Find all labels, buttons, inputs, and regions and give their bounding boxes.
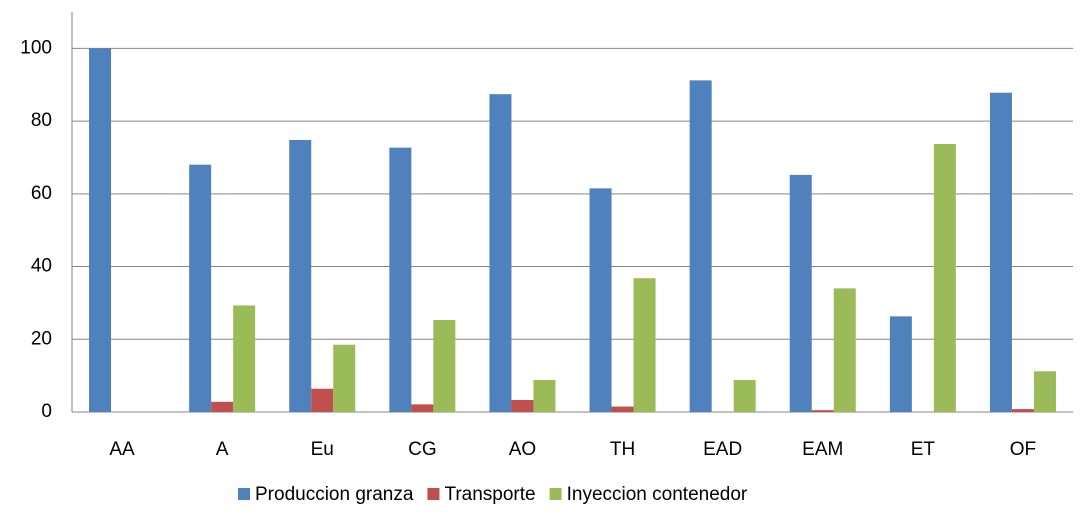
legend-swatch [238, 488, 250, 500]
bar [311, 388, 334, 412]
x-tick-label: TH [610, 439, 635, 460]
bar [833, 288, 856, 412]
bar [933, 144, 956, 412]
bar [489, 94, 512, 412]
y-tick-label: 0 [41, 401, 52, 422]
x-tick-label: CG [408, 439, 437, 460]
y-tick-label: 20 [31, 328, 52, 349]
bar [411, 404, 434, 412]
bar [889, 316, 912, 412]
bar [733, 380, 756, 412]
x-tick-label: A [216, 439, 229, 460]
legend-swatch [549, 488, 562, 500]
bar [89, 48, 112, 412]
x-tick-label: EAM [802, 439, 843, 460]
bar [233, 305, 256, 412]
bar [211, 401, 234, 412]
x-tick-label: AO [509, 439, 536, 460]
bar [533, 380, 556, 412]
x-tick-label: EAD [703, 439, 742, 460]
bar [633, 278, 656, 412]
x-tick-label: OF [1010, 439, 1036, 460]
legend-swatch [427, 488, 440, 500]
legend-label: Transporte [444, 484, 535, 505]
bar [189, 164, 212, 412]
x-tick-label: AA [109, 439, 135, 460]
bar [333, 344, 356, 412]
x-tick-label: ET [911, 439, 936, 460]
bar [389, 147, 412, 413]
bar [511, 400, 534, 412]
legend-label: Inyeccion contenedor [567, 484, 748, 505]
bar [289, 140, 312, 412]
bar [1011, 409, 1034, 412]
bar [811, 410, 834, 412]
y-tick-label: 40 [31, 256, 52, 277]
bar [611, 406, 634, 412]
y-tick-label: 60 [31, 183, 52, 204]
y-tick-label: 100 [20, 37, 52, 58]
bar [689, 80, 712, 412]
bar [789, 174, 812, 412]
bar [989, 92, 1012, 413]
legend-label: Produccion granza [255, 484, 414, 505]
bar [589, 188, 612, 412]
bar [433, 320, 456, 412]
x-tick-label: Eu [311, 439, 334, 460]
bar [1033, 371, 1056, 412]
y-tick-label: 80 [31, 110, 52, 131]
